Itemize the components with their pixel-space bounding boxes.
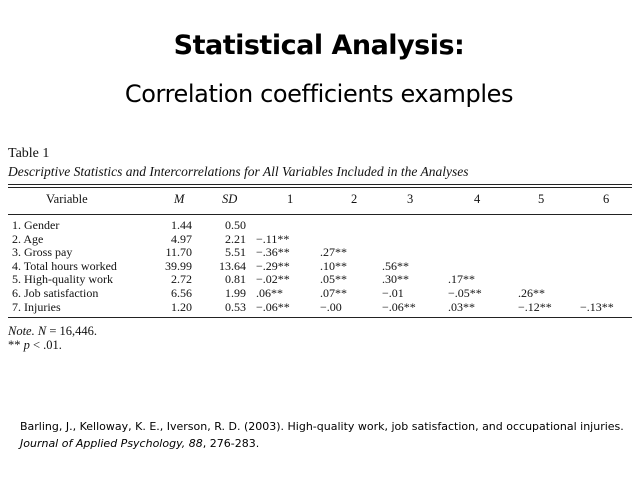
header-col-3: 3: [407, 192, 414, 206]
header-col-1: 1: [287, 192, 294, 206]
cell-sd: 1.99: [225, 285, 246, 300]
cell-mean: 1.44: [171, 218, 192, 232]
cell-sd: 0.81: [225, 272, 246, 287]
table-top-rule: [8, 184, 632, 185]
note-sample-size: Note. N = 16,446.: [8, 324, 632, 338]
table-row: 5. High-quality work 2.72 0.81 −.02** .0…: [8, 273, 632, 287]
cell-variable: 5. High-quality work: [12, 272, 113, 287]
cell-variable: 3. Gross pay: [12, 245, 73, 260]
table-bottom-rule: [8, 317, 632, 319]
cell-mean: 2.72: [171, 272, 192, 287]
cell-mean: 1.20: [171, 299, 192, 314]
table-row: 4. Total hours worked 39.99 13.64 −.29**…: [8, 258, 632, 274]
header-col-6: 6: [603, 192, 610, 206]
cell-corr-1: −.29**: [256, 258, 290, 273]
table-row: 3. Gross pay 11.70 5.51 −.36** .27**: [8, 246, 632, 260]
cell-corr-2: .27**: [320, 245, 347, 260]
citation-pages: , 276-283.: [202, 437, 260, 450]
cell-variable: 6. Job satisfaction: [12, 285, 99, 300]
table-top-rule-2: [8, 187, 632, 188]
cell-corr-3: .56**: [382, 258, 409, 273]
cell-corr-1: .06**: [256, 285, 283, 300]
cell-corr-1: −.11**: [256, 231, 290, 246]
table-label: Table 1: [8, 146, 50, 161]
header-mean: M: [174, 192, 185, 206]
table-caption: Descriptive Statistics and Intercorrelat…: [8, 164, 469, 179]
note-n: N: [37, 324, 47, 339]
cell-variable: 4. Total hours worked: [12, 258, 117, 273]
table-row: 2. Age 4.97 2.21 −.11**: [8, 231, 632, 247]
cell-corr-4: −.05**: [448, 285, 482, 300]
cell-corr-1: −.36**: [256, 245, 290, 260]
cell-sd: 2.21: [225, 231, 246, 246]
citation: Barling, J., Kelloway, K. E., Iverson, R…: [20, 418, 630, 452]
header-col-5: 5: [538, 192, 545, 206]
cell-variable: 7. Injuries: [12, 299, 61, 314]
header-variable: Variable: [46, 192, 88, 206]
cell-corr-3: −.06**: [382, 299, 416, 314]
header-col-2: 2: [351, 192, 358, 206]
cell-corr-1: −.02**: [256, 272, 290, 287]
cell-variable: 1. Gender: [12, 218, 60, 232]
cell-mean: 39.99: [165, 258, 192, 273]
cell-corr-3: −.01: [382, 285, 404, 300]
cell-corr-2: −.00: [320, 299, 342, 314]
table-row: 1. Gender 1.44 0.50: [8, 218, 632, 233]
cell-mean: 6.56: [171, 285, 192, 300]
cell-corr-2: .05**: [320, 272, 347, 287]
cell-corr-4: .03**: [448, 299, 475, 314]
table-row: 6. Job satisfaction 6.56 1.99 .06** .07*…: [8, 285, 632, 301]
cell-variable: 2. Age: [12, 231, 44, 246]
cell-corr-2: .07**: [320, 285, 347, 300]
note-p-text: < .01.: [29, 338, 62, 353]
cell-sd: 0.50: [225, 218, 246, 232]
cell-sd: 0.53: [225, 299, 246, 314]
table-body: 1. Gender 1.44 0.50 2. Age 4.97 2.21 −.1…: [8, 218, 632, 315]
cell-corr-6: −.13**: [580, 299, 614, 314]
table-header-rule: [8, 214, 632, 215]
cell-corr-5: .26**: [518, 285, 545, 300]
table-note: Note. N = 16,446. ** p < .01.: [8, 324, 632, 352]
citation-authors: Barling, J., Kelloway, K. E., Iverson, R…: [20, 420, 624, 433]
table-row: 7. Injuries 1.20 0.53 −.06** −.00 −.06**…: [8, 299, 632, 315]
cell-corr-3: .30**: [382, 272, 409, 287]
note-label: Note.: [8, 324, 35, 339]
table-header-row: Variable M SD 1 2 3 4 5 6: [8, 188, 632, 210]
header-sd: SD: [222, 192, 238, 206]
slide-subtitle: Correlation coefficients examples: [124, 80, 514, 108]
cell-mean: 11.70: [165, 245, 192, 260]
cell-corr-1: −.06**: [256, 299, 290, 314]
cell-mean: 4.97: [171, 231, 192, 246]
cell-corr-4: .17**: [448, 272, 475, 287]
correlation-table: Table 1 Descriptive Statistics and Inter…: [8, 146, 632, 352]
slide-title: Statistical Analysis:: [173, 30, 465, 61]
cell-corr-5: −.12**: [518, 299, 552, 314]
note-p: p: [23, 338, 30, 353]
citation-journal: Journal of Applied Psychology, 88: [20, 437, 203, 450]
header-col-4: 4: [474, 192, 481, 206]
note-n-text: = 16,446.: [46, 324, 98, 339]
note-significance: ** p < .01.: [8, 338, 632, 352]
cell-corr-2: .10**: [320, 258, 347, 273]
cell-sd: 13.64: [219, 258, 246, 273]
cell-sd: 5.51: [225, 245, 246, 260]
note-p-prefix: **: [8, 338, 24, 353]
